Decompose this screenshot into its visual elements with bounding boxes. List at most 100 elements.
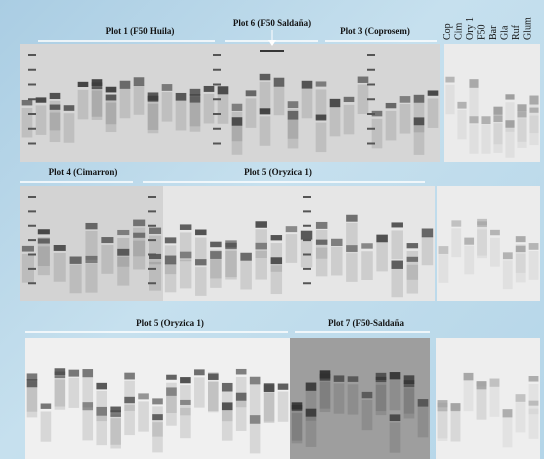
gel-smear bbox=[101, 245, 113, 274]
gel-smear bbox=[208, 381, 219, 411]
gel-band bbox=[106, 95, 117, 101]
ladder-band bbox=[28, 196, 36, 198]
gel-band bbox=[133, 220, 145, 227]
gel-band bbox=[271, 235, 282, 240]
gel-smear bbox=[376, 243, 387, 272]
gel-smear bbox=[286, 234, 297, 263]
gel-smear bbox=[517, 118, 526, 148]
gel-band bbox=[358, 77, 369, 83]
gel-smear bbox=[27, 387, 38, 417]
ladder-band bbox=[213, 98, 221, 100]
ladder-band bbox=[303, 282, 311, 284]
gel-band bbox=[439, 246, 449, 254]
reference-label: Glum bbox=[523, 17, 534, 40]
gel-band bbox=[422, 228, 433, 237]
gel-smear bbox=[120, 89, 131, 119]
gel-band bbox=[110, 407, 121, 413]
reference-label: Ruf bbox=[511, 24, 522, 40]
gel-smear bbox=[428, 98, 439, 128]
gel-band bbox=[194, 369, 205, 375]
gel-band bbox=[82, 402, 93, 410]
gel-band bbox=[517, 104, 526, 111]
gel-band bbox=[286, 226, 297, 232]
gel-smear bbox=[96, 391, 107, 421]
ladder-band bbox=[303, 196, 311, 198]
reference-label: Ory 1 bbox=[465, 17, 476, 40]
gel-smear bbox=[344, 105, 355, 134]
gel-smear bbox=[54, 253, 66, 282]
ladder-band bbox=[367, 84, 375, 86]
gel-smear bbox=[236, 401, 247, 431]
gel-smear bbox=[493, 115, 502, 145]
gel-band bbox=[117, 249, 129, 256]
gel-smear bbox=[330, 107, 341, 136]
ladder-band bbox=[148, 210, 156, 212]
gel-band bbox=[190, 94, 201, 102]
gel-smear bbox=[390, 380, 401, 410]
gel-band bbox=[165, 256, 176, 265]
gel-smear bbox=[148, 100, 159, 130]
gel-smear bbox=[481, 124, 490, 154]
gel-band bbox=[451, 220, 461, 226]
gel-band bbox=[85, 223, 97, 229]
gel-band bbox=[236, 369, 247, 375]
gel-band bbox=[428, 90, 439, 95]
gel-smear bbox=[477, 390, 487, 420]
gel-band bbox=[469, 79, 478, 88]
gel-band bbox=[82, 369, 93, 377]
gel-smear bbox=[38, 246, 50, 275]
ladder-band bbox=[28, 254, 36, 256]
gel-smear bbox=[503, 260, 513, 289]
gel-smear bbox=[255, 229, 266, 258]
gel-smear bbox=[503, 417, 513, 447]
gel-band bbox=[481, 116, 490, 124]
ladder-band bbox=[148, 196, 156, 198]
gel-band bbox=[400, 96, 411, 103]
gel-smear bbox=[316, 89, 327, 119]
gel-smear bbox=[180, 232, 191, 261]
ladder-band bbox=[28, 282, 36, 284]
gel-band bbox=[120, 81, 131, 89]
gel-smear bbox=[306, 417, 317, 447]
gel-smear bbox=[464, 246, 474, 275]
ladder-band bbox=[28, 69, 36, 71]
plot-title: Plot 4 (Cimarron) bbox=[49, 167, 118, 177]
gel-smear bbox=[404, 388, 415, 418]
gel-band bbox=[288, 101, 299, 108]
gel-band bbox=[195, 230, 206, 236]
plot-title: Plot 7 (F50-Saldaña bbox=[328, 318, 405, 328]
gel-smear bbox=[391, 230, 402, 259]
gel-smear bbox=[124, 381, 135, 411]
gel-band bbox=[493, 107, 502, 115]
ladder-band bbox=[303, 239, 311, 241]
gel-smear bbox=[204, 94, 215, 124]
gel-band bbox=[386, 103, 397, 108]
gel-smear bbox=[320, 382, 331, 412]
gel-band bbox=[22, 100, 33, 105]
gel-band bbox=[418, 399, 429, 407]
gel-smear bbox=[414, 125, 425, 155]
gel-band bbox=[330, 99, 341, 107]
reference-label: Cop bbox=[442, 23, 453, 40]
ladder-band bbox=[28, 113, 36, 115]
ladder-band bbox=[28, 268, 36, 270]
gel-band bbox=[22, 246, 34, 252]
gel-band bbox=[41, 403, 52, 408]
ladder-band bbox=[367, 143, 375, 145]
gel-smear bbox=[490, 387, 500, 417]
gel-smear bbox=[469, 87, 478, 117]
gel-smear bbox=[361, 251, 372, 280]
ladder-band bbox=[367, 128, 375, 130]
gel-band bbox=[264, 383, 275, 392]
gel-figure: Plot 1 (F50 Huila) Plot 6 (F50 Saldaña) … bbox=[0, 0, 544, 459]
gel-band bbox=[250, 377, 261, 385]
gel-band bbox=[407, 243, 418, 248]
gel-band bbox=[176, 93, 187, 101]
gel-smear bbox=[92, 90, 103, 120]
ladder-band bbox=[303, 225, 311, 227]
gel-smear bbox=[250, 423, 261, 453]
gel-band bbox=[391, 222, 402, 227]
gel-band bbox=[50, 93, 61, 99]
gel-smear bbox=[469, 124, 478, 154]
gel-band bbox=[69, 370, 80, 377]
